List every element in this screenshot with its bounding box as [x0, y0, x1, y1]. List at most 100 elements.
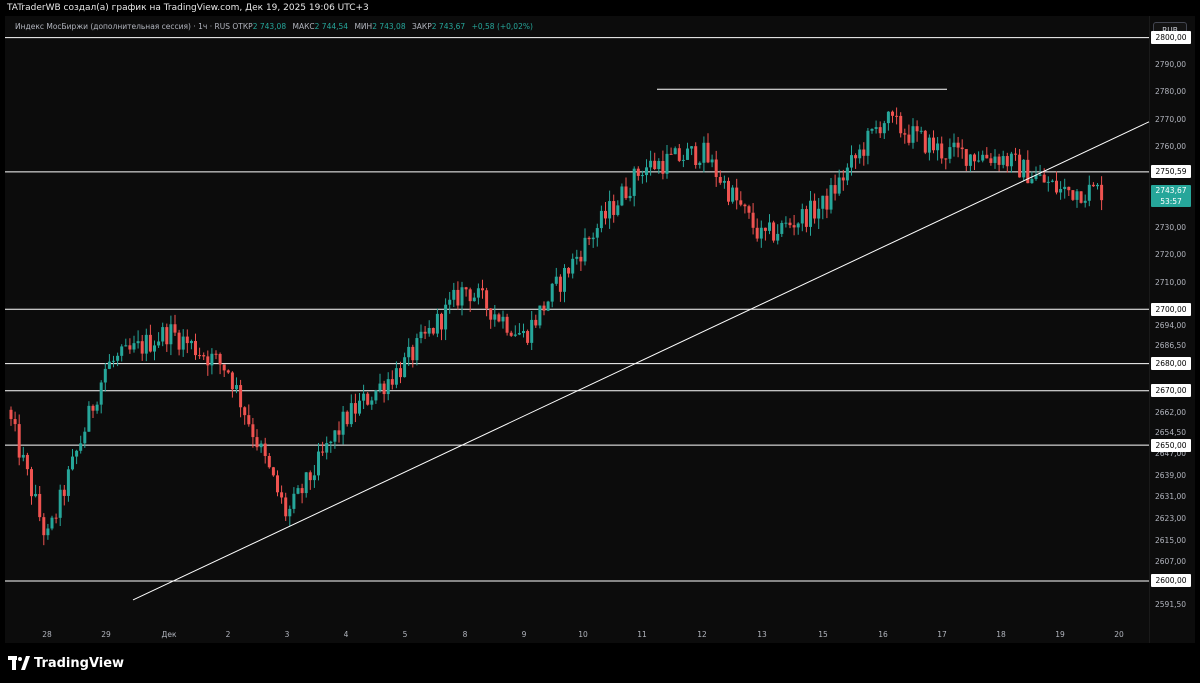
candle-body — [993, 156, 997, 163]
chart-plot[interactable] — [5, 16, 1195, 643]
candle-body — [686, 148, 689, 160]
candle-body — [218, 353, 222, 365]
candle-body — [71, 456, 74, 470]
candle-body — [157, 341, 161, 346]
candle-body — [722, 180, 726, 183]
candle-body — [427, 328, 431, 334]
candle-body — [542, 305, 546, 311]
time-tick-label: 15 — [818, 630, 828, 639]
horizontal-levels — [5, 37, 1149, 582]
candle-body — [144, 334, 148, 354]
candle-body — [370, 400, 374, 405]
candle-body — [366, 393, 370, 405]
candle-body — [554, 276, 558, 284]
candle-body — [837, 177, 841, 194]
time-tick-label: 29 — [101, 630, 111, 639]
candle-body — [460, 287, 464, 306]
candle-body — [185, 336, 189, 344]
candle-body — [792, 225, 796, 228]
candle-body — [772, 222, 776, 241]
time-tick-label: 16 — [878, 630, 888, 639]
candle-body — [624, 186, 628, 199]
candle-body — [210, 353, 214, 366]
candle-body — [907, 134, 911, 143]
candle-body — [927, 137, 931, 153]
candle-body — [267, 455, 271, 468]
candle-body — [870, 128, 874, 131]
candle-body — [177, 332, 181, 350]
candle-body — [374, 390, 378, 401]
candle-body — [50, 517, 54, 529]
candle-body — [632, 168, 636, 196]
candle-body — [1046, 181, 1050, 183]
candle-body — [140, 341, 144, 354]
level-price-tag: 2600,00 — [1151, 574, 1191, 588]
price-tick-label: 2720,00 — [1155, 250, 1187, 260]
price-tick-label: 2710,00 — [1155, 277, 1187, 287]
candle-body — [878, 127, 882, 134]
tradingview-logo-icon — [8, 656, 30, 670]
candle-body — [604, 210, 607, 219]
candle-body — [800, 209, 804, 224]
candle-body — [1022, 159, 1026, 178]
candle-body — [956, 142, 960, 148]
candle-body — [497, 314, 501, 322]
candle-body — [1071, 190, 1075, 200]
candle-body — [960, 147, 964, 150]
price-tick-label: 2615,00 — [1155, 535, 1187, 545]
level-price-tag: 2650,00 — [1151, 438, 1191, 452]
candle-body — [38, 493, 42, 518]
time-tick-label: 10 — [578, 630, 588, 639]
candle-body — [886, 111, 890, 124]
candle-body — [481, 288, 484, 291]
candle-body — [132, 343, 136, 350]
candle-body — [690, 146, 694, 149]
candle-body — [226, 370, 230, 373]
candle-body — [702, 142, 706, 163]
candle-body — [915, 126, 919, 132]
candle-body — [735, 187, 739, 201]
candle-body — [813, 200, 817, 219]
candle-body — [271, 467, 275, 476]
candle-body — [517, 333, 521, 335]
candle-body — [489, 308, 493, 320]
candle-body — [895, 115, 899, 117]
candle-body — [13, 419, 17, 425]
candle-body — [903, 133, 907, 135]
candle-body — [952, 142, 956, 148]
candle-body — [407, 346, 411, 358]
candle-body — [645, 167, 648, 176]
candle-body — [239, 385, 243, 408]
candle-body — [563, 267, 566, 292]
candle-body — [1075, 191, 1079, 200]
candle-body — [628, 195, 632, 199]
price-tick-label: 2760,00 — [1155, 141, 1187, 151]
candle-body — [243, 407, 247, 416]
candle-body — [25, 454, 29, 470]
candle-body — [788, 222, 792, 226]
candle-body — [599, 210, 603, 229]
price-tick-label: 2631,00 — [1155, 492, 1187, 502]
candle-body — [973, 154, 976, 162]
candle-body — [321, 451, 325, 453]
candle-body — [698, 162, 702, 166]
candle-body — [423, 331, 427, 334]
close-label: ЗАКР — [411, 22, 432, 31]
candle-body — [173, 324, 177, 333]
candle-body — [739, 200, 743, 205]
price-tick-label: 2647,00 — [1155, 448, 1187, 458]
candle-body — [452, 289, 456, 300]
tradingview-logo[interactable]: TradingView — [8, 655, 124, 671]
candle-body — [337, 430, 341, 435]
candle-body — [169, 324, 173, 345]
candle-body — [58, 489, 62, 518]
candle-body — [731, 187, 735, 202]
candle-body — [616, 205, 620, 215]
candle-body — [189, 340, 193, 344]
chart-area[interactable]: Индекс МосБиржи (дополнительная сессия) … — [5, 16, 1195, 643]
candle-body — [17, 424, 21, 458]
candle-body — [54, 517, 58, 519]
candle-body — [46, 528, 50, 536]
candle-body — [751, 212, 755, 228]
candle-body — [464, 287, 468, 290]
